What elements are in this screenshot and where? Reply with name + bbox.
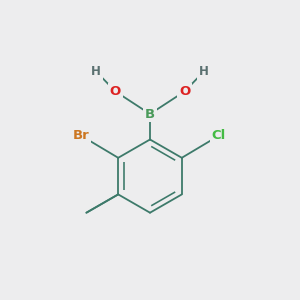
Text: Cl: Cl — [212, 129, 226, 142]
Text: H: H — [91, 65, 101, 78]
Text: O: O — [179, 85, 190, 98]
Text: Br: Br — [73, 129, 89, 142]
Text: O: O — [110, 85, 121, 98]
Text: H: H — [199, 65, 209, 78]
Text: B: B — [145, 107, 155, 121]
